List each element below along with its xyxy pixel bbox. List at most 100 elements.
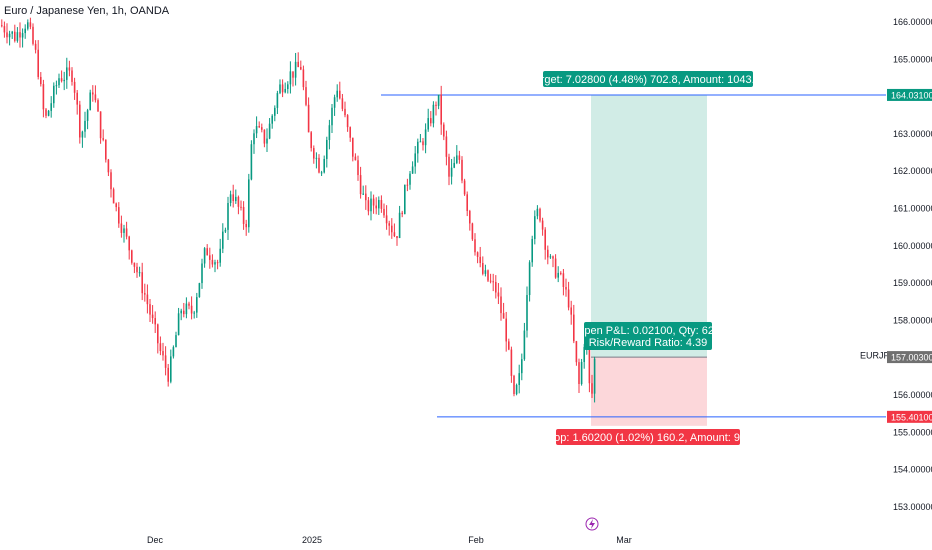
- candle-up: [287, 84, 289, 90]
- candle-down: [422, 141, 424, 146]
- candle-down: [349, 127, 351, 138]
- candle-up: [398, 212, 401, 239]
- candle-up: [521, 359, 523, 374]
- price-tick-label: 159.00000: [893, 278, 932, 288]
- candle-down: [263, 129, 266, 144]
- candle-up: [336, 90, 338, 98]
- stop-label-bg: [556, 429, 740, 445]
- candle-up: [411, 166, 414, 174]
- candle-up: [414, 153, 416, 167]
- candle-up: [523, 330, 526, 360]
- candle-down: [37, 49, 39, 77]
- candle-up: [326, 139, 328, 159]
- candle-up: [549, 256, 552, 258]
- candle-down: [164, 355, 167, 368]
- lightning-icon: [589, 519, 595, 529]
- stop-price-badge: 155.40100: [891, 412, 932, 422]
- candle-down: [352, 137, 354, 157]
- candle-up: [24, 28, 26, 34]
- candle-up: [274, 107, 276, 116]
- candle-up: [409, 173, 411, 185]
- candle-down: [372, 198, 375, 206]
- candle-up: [333, 97, 336, 108]
- candle-down: [500, 296, 502, 314]
- candle-down: [71, 70, 73, 82]
- candle-down: [297, 61, 299, 68]
- candle-down: [128, 236, 130, 251]
- target-price-badge: 164.03100: [891, 90, 932, 100]
- candle-down: [94, 94, 97, 101]
- candle-up: [526, 295, 528, 331]
- candle-down: [463, 180, 466, 195]
- current-price-badge-bg: [887, 351, 932, 364]
- candle-down: [3, 26, 6, 33]
- candle-down: [118, 207, 120, 224]
- candle-down: [305, 87, 307, 105]
- candle-down: [97, 100, 99, 112]
- candle-up: [58, 78, 60, 86]
- candle-up: [227, 202, 229, 230]
- stop-label: Stop: 1.60200 (1.02%) 160.2, Amount: 990: [544, 432, 753, 444]
- target-label: Target: 7.02800 (4.48%) 702.8, Amount: 1…: [529, 74, 767, 86]
- candle-up: [123, 228, 125, 233]
- candle-up: [138, 272, 141, 274]
- candle-down: [6, 32, 8, 38]
- candle-down: [380, 200, 383, 209]
- candle-down: [482, 263, 484, 274]
- candle-down: [440, 94, 442, 125]
- candle-up: [21, 33, 24, 38]
- candle-down: [445, 136, 448, 157]
- candle-up: [531, 238, 533, 263]
- candle-down: [578, 362, 580, 384]
- candle-down: [307, 104, 310, 133]
- time-axis-label: Feb: [468, 535, 484, 545]
- candle-down: [136, 266, 138, 273]
- candle-down: [367, 200, 370, 212]
- candle-down: [471, 223, 474, 240]
- candle-down: [430, 118, 432, 124]
- candle-down: [45, 109, 47, 116]
- candle-down: [562, 273, 565, 287]
- candle-down: [567, 289, 570, 308]
- current-price-badge: 157.00300: [891, 353, 932, 363]
- candle-down: [318, 157, 320, 173]
- candle-up: [66, 67, 68, 80]
- candle-down: [110, 172, 112, 190]
- stop-price-badge-bg: [887, 410, 932, 423]
- candle-down: [391, 225, 393, 233]
- candle-up: [271, 115, 273, 124]
- time-axis-label: 2025: [302, 535, 322, 545]
- target-label-bg: [543, 71, 753, 87]
- candle-down: [341, 98, 344, 109]
- candle-down: [385, 215, 388, 224]
- candle-up: [404, 184, 406, 215]
- price-tick-label: 158.00000: [893, 315, 932, 325]
- candle-up: [580, 362, 583, 384]
- candle-down: [510, 349, 513, 376]
- candle-down: [144, 293, 146, 295]
- candle-up: [27, 22, 29, 29]
- candle-up: [172, 347, 175, 357]
- candle-up: [196, 297, 198, 313]
- candle-down: [159, 343, 162, 352]
- candle-down: [102, 138, 104, 140]
- candle-up: [16, 32, 19, 41]
- candle-down: [1, 25, 3, 27]
- candle-down: [474, 239, 476, 253]
- candle-up: [266, 138, 268, 144]
- candle-down: [112, 189, 115, 204]
- candle-down: [107, 159, 110, 173]
- candle-up: [55, 85, 58, 87]
- candle-up: [279, 84, 281, 94]
- candle-up: [253, 133, 255, 145]
- candle-up: [53, 85, 55, 104]
- candle-down: [339, 90, 341, 99]
- candle-down: [495, 281, 497, 293]
- candle-down: [502, 313, 505, 319]
- candle-up: [201, 263, 203, 284]
- candle-up: [193, 312, 195, 314]
- candle-up: [437, 94, 440, 106]
- candle-down: [162, 351, 164, 356]
- candle-down: [458, 155, 461, 160]
